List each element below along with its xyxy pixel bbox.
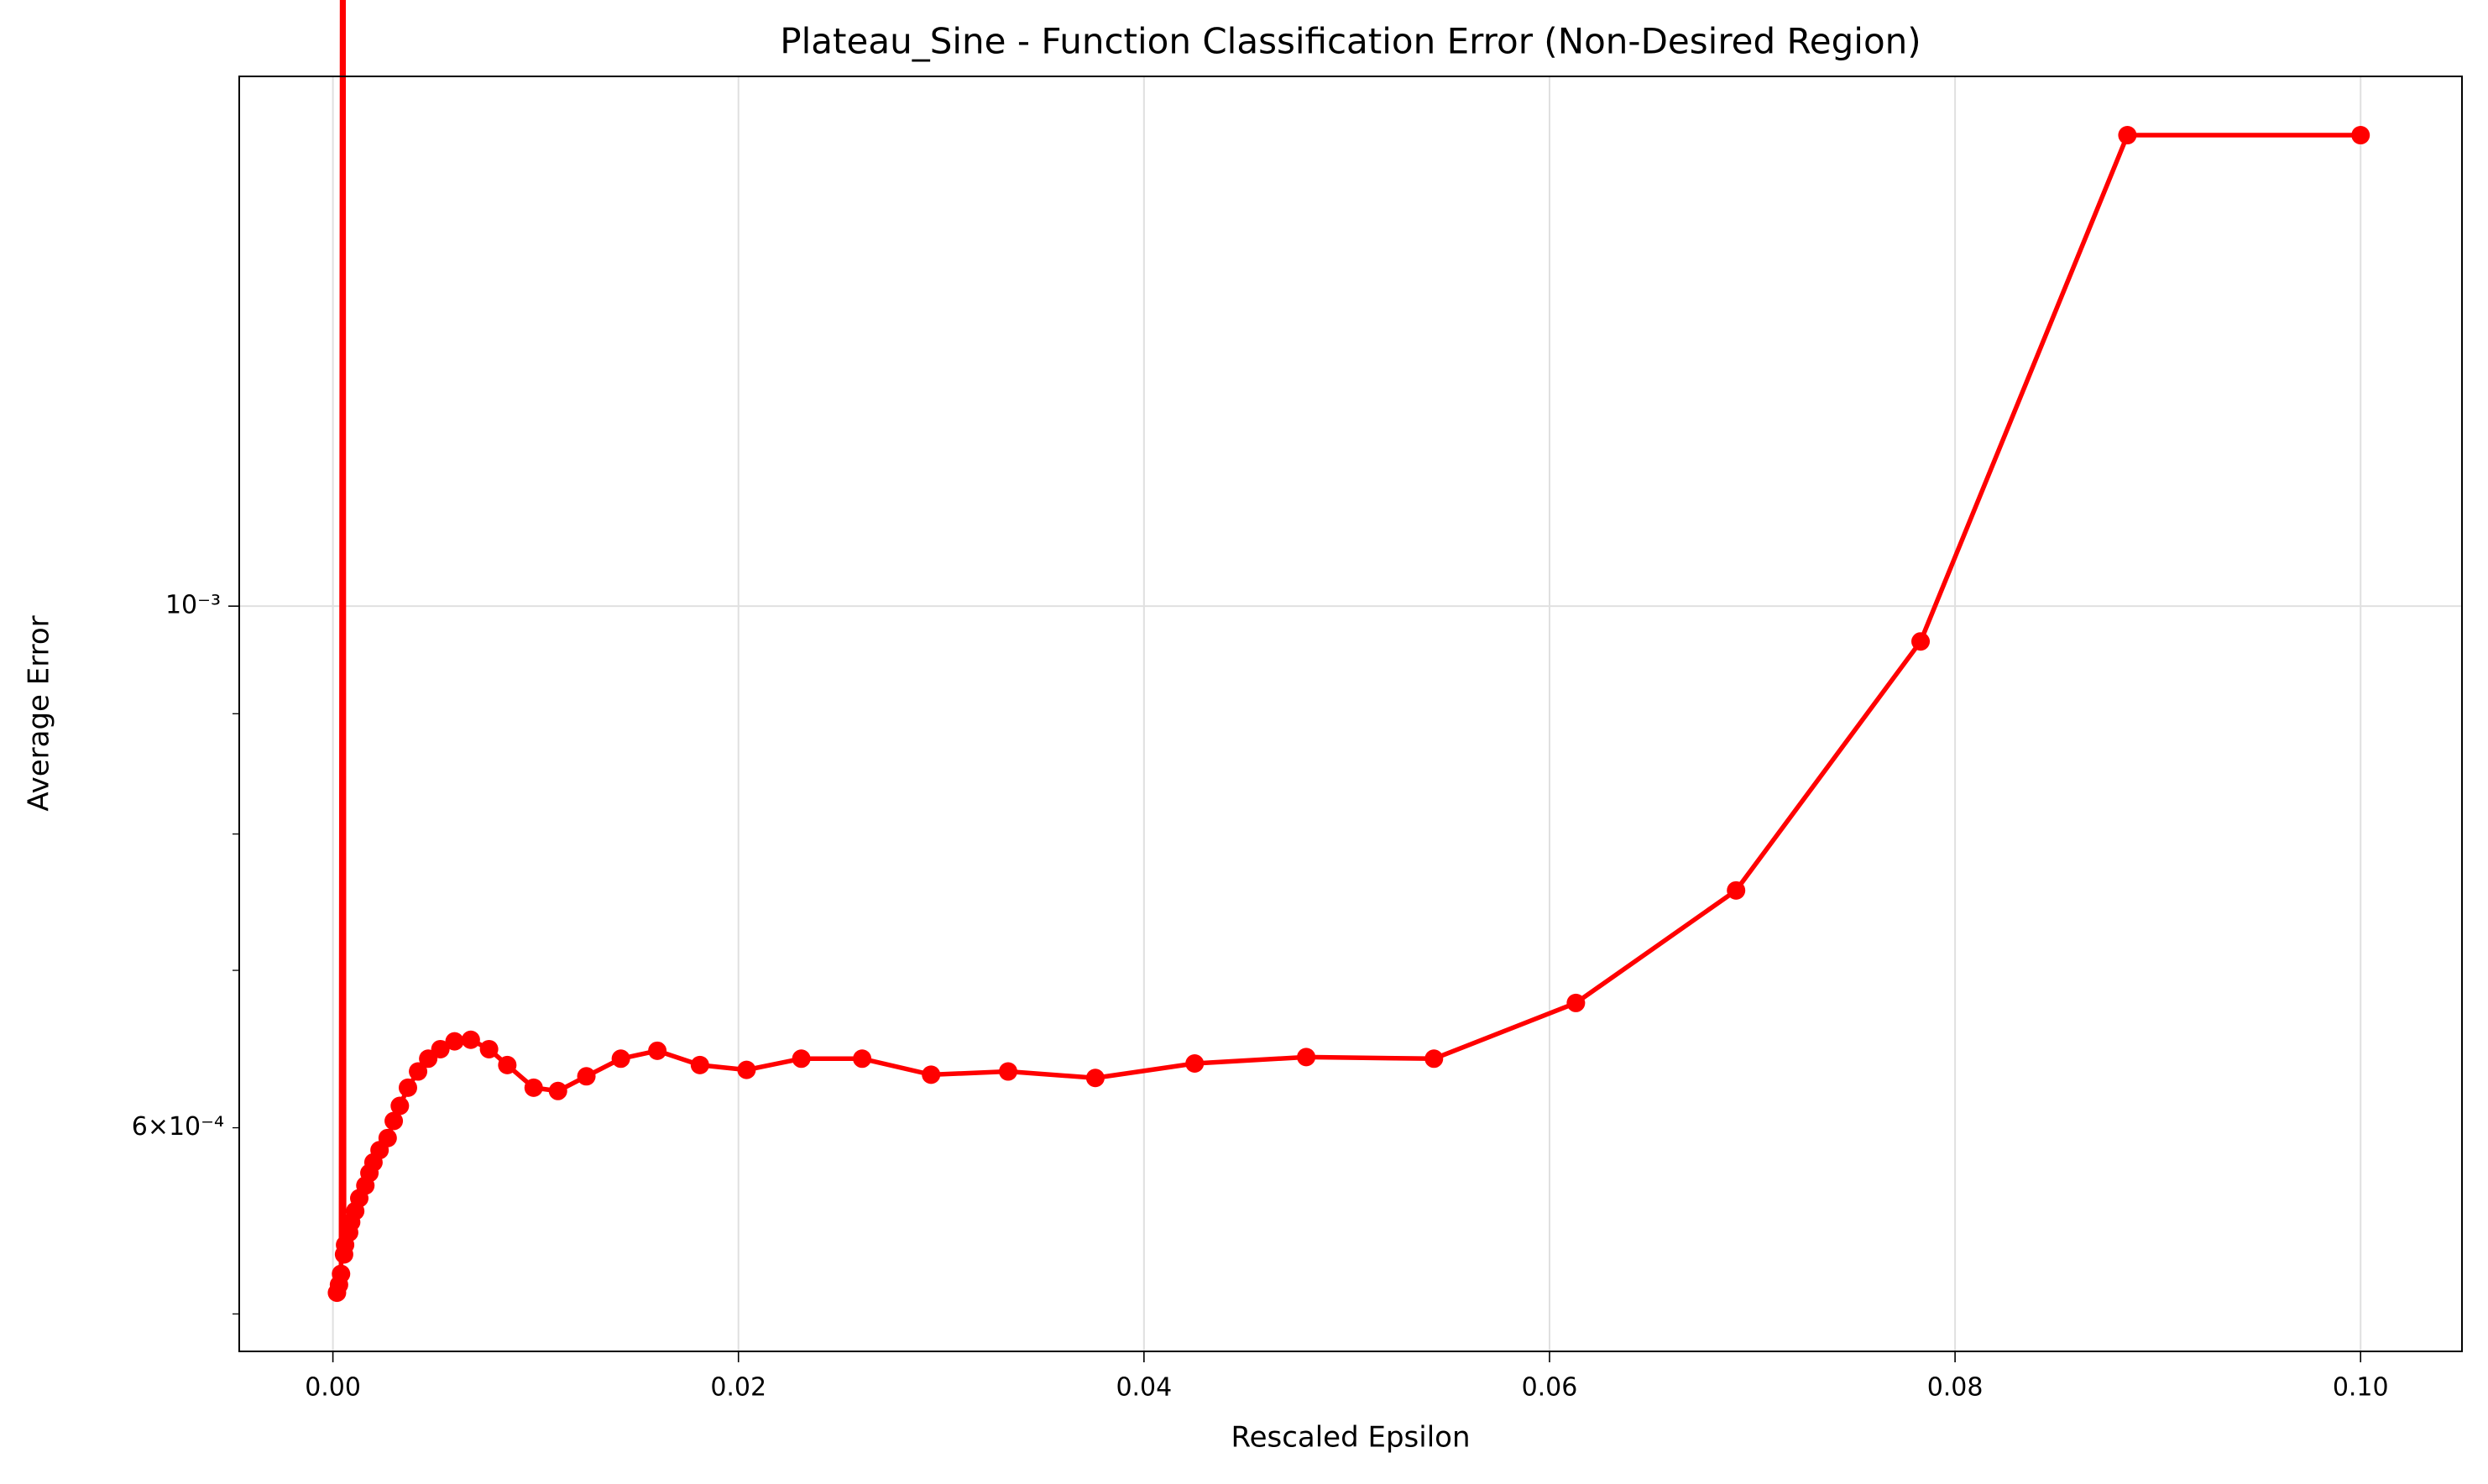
data-point	[409, 1062, 428, 1081]
data-point	[648, 1041, 667, 1060]
data-point	[431, 1039, 450, 1058]
data-point	[384, 1111, 404, 1131]
x-tick-label: 0.10	[2333, 1373, 2389, 1403]
data-point	[378, 1128, 397, 1147]
data-point	[922, 1065, 941, 1084]
data-point	[2351, 126, 2370, 145]
data-point	[1085, 1069, 1105, 1088]
chart-title: Plateau_Sine - Function Classification E…	[780, 21, 1921, 62]
y-tick-label: 10⁻³	[165, 591, 221, 620]
x-tick-label: 0.06	[1522, 1373, 1578, 1403]
data-point	[792, 1049, 811, 1069]
data-point	[479, 1039, 499, 1058]
data-point	[999, 1062, 1018, 1081]
data-point	[390, 1096, 410, 1116]
data-point	[853, 1049, 872, 1069]
data-point	[445, 1032, 464, 1051]
data-point	[498, 1055, 517, 1074]
x-tick-label: 0.08	[1927, 1373, 1984, 1403]
plot-frame	[238, 76, 2463, 1352]
data-point	[1297, 1048, 1316, 1067]
data-point	[1566, 993, 1586, 1012]
data-point	[1424, 1049, 1444, 1069]
data-point	[548, 1081, 567, 1100]
data-point	[332, 1264, 351, 1283]
y-axis-label: Average Error	[23, 615, 56, 811]
data-point	[398, 1078, 417, 1097]
data-point	[1911, 632, 1931, 651]
x-tick-label: 0.02	[710, 1373, 766, 1403]
data-point	[1727, 880, 1746, 900]
data-point	[461, 1030, 480, 1049]
data-point	[690, 1055, 709, 1074]
data-point	[611, 1049, 630, 1069]
data-point	[524, 1078, 543, 1097]
data-point	[1185, 1053, 1205, 1073]
x-tick-label: 0.04	[1116, 1373, 1172, 1403]
x-axis-label: Rescaled Epsilon	[1231, 1421, 1470, 1455]
data-point	[577, 1067, 596, 1086]
data-point	[737, 1060, 756, 1079]
x-tick-label: 0.00	[305, 1373, 361, 1403]
y-tick-label: 6×10⁻⁴	[132, 1112, 224, 1142]
data-point	[2118, 126, 2137, 145]
